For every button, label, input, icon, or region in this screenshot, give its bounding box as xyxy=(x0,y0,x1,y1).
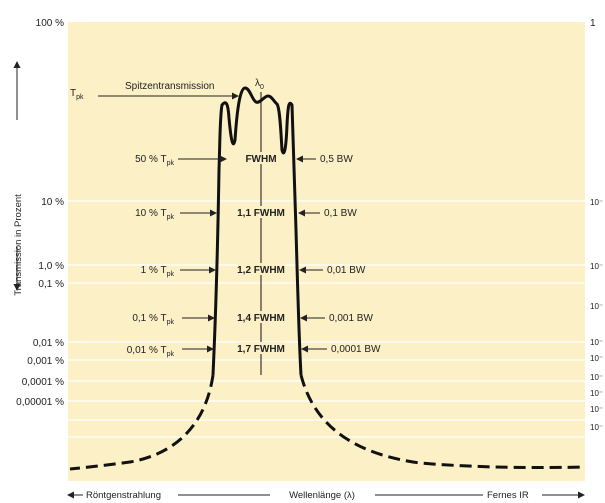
svg-text:10 % Tpk: 10 % Tpk xyxy=(135,208,174,221)
rtick-7: 10⁻ xyxy=(590,389,603,398)
tick-0-001: 0,001 % xyxy=(27,356,64,367)
svg-text:0,01 % Tpk: 0,01 % Tpk xyxy=(127,345,175,358)
rtick-2: 10⁻ xyxy=(590,262,603,271)
rtick-8: 10⁻ xyxy=(590,405,603,414)
rtick-6: 10⁻ xyxy=(590,373,603,382)
peak-label: Spitzentransmission xyxy=(125,81,214,92)
lambda-label: λ0 xyxy=(255,78,264,91)
tick-0-0001: 0,0001 % xyxy=(22,377,64,388)
transmission-curve xyxy=(211,86,303,376)
tick-1: 1,0 % xyxy=(38,261,64,272)
tpk-label: Tpk xyxy=(70,88,84,101)
row-0-1: 0,1 % Tpk 1,4 FWHM 0,001 BW xyxy=(132,311,373,326)
left-tick-labels: 100 % 10 % 1,0 % 0,1 % 0,01 % 0,001 % 0,… xyxy=(16,18,64,408)
rtick-3: 10⁻ xyxy=(590,302,603,311)
row-1: 1 % Tpk 1,2 FWHM 0,01 BW xyxy=(141,263,366,278)
x-left-label: Röntgenstrahlung xyxy=(86,490,161,501)
right-tick-labels: 1 10⁻ 10⁻ 10⁻ 10⁻ 10⁻ 10⁻ 10⁻ 10⁻ 10⁻ xyxy=(590,18,603,432)
row-50: 50 % Tpk FWHM 0,5 BW xyxy=(135,152,353,167)
y-axis-label: Transmission in Prozent xyxy=(13,194,24,296)
svg-text:1,1 FWHM: 1,1 FWHM xyxy=(237,208,285,219)
x-center-label: Wellenlänge (λ) xyxy=(289,490,355,501)
peak-annotation: Tpk Spitzentransmission λ0 xyxy=(70,78,264,101)
svg-text:0,01 BW: 0,01 BW xyxy=(327,265,366,276)
svg-text:0,0001 BW: 0,0001 BW xyxy=(331,344,381,355)
rtick-9: 10⁻ xyxy=(590,423,603,432)
rtick-0: 1 xyxy=(590,18,596,29)
svg-text:1,2 FWHM: 1,2 FWHM xyxy=(237,265,285,276)
tick-0-01: 0,01 % xyxy=(33,338,64,349)
y-axis-label-group: Transmission in Prozent xyxy=(13,61,24,296)
plot-panel xyxy=(68,22,585,481)
peak-label-bg xyxy=(122,79,228,92)
tick-0-1: 0,1 % xyxy=(38,279,64,290)
svg-text:0,1 BW: 0,1 BW xyxy=(324,208,357,219)
transmission-curve-tails xyxy=(69,374,586,471)
row-0-01: 0,01 % Tpk 1,7 FWHM 0,0001 BW xyxy=(127,342,381,358)
grid-lines xyxy=(68,200,585,438)
svg-text:0,1 % Tpk: 0,1 % Tpk xyxy=(132,313,174,326)
tick-10: 10 % xyxy=(41,197,64,208)
svg-text:1 % Tpk: 1 % Tpk xyxy=(141,265,175,278)
rtick-4: 10⁻ xyxy=(590,338,603,347)
rtick-1: 10⁻ xyxy=(590,198,603,207)
tick-100: 100 % xyxy=(36,18,64,29)
tick-0-00001: 0,00001 % xyxy=(16,397,64,408)
rtick-5: 10⁻ xyxy=(590,354,603,363)
svg-text:0,5 BW: 0,5 BW xyxy=(320,154,353,165)
svg-text:1,7 FWHM: 1,7 FWHM xyxy=(237,344,285,355)
svg-text:1,4 FWHM: 1,4 FWHM xyxy=(237,313,285,324)
svg-text:0,001 BW: 0,001 BW xyxy=(329,313,373,324)
x-right-label: Fernes IR xyxy=(487,490,529,501)
svg-text:FWHM: FWHM xyxy=(245,154,276,165)
row-10: 10 % Tpk 1,1 FWHM 0,1 BW xyxy=(135,206,357,221)
x-axis: Röntgenstrahlung Wellenlänge (λ) Fernes … xyxy=(67,490,585,501)
svg-text:50 % Tpk: 50 % Tpk xyxy=(135,154,174,167)
